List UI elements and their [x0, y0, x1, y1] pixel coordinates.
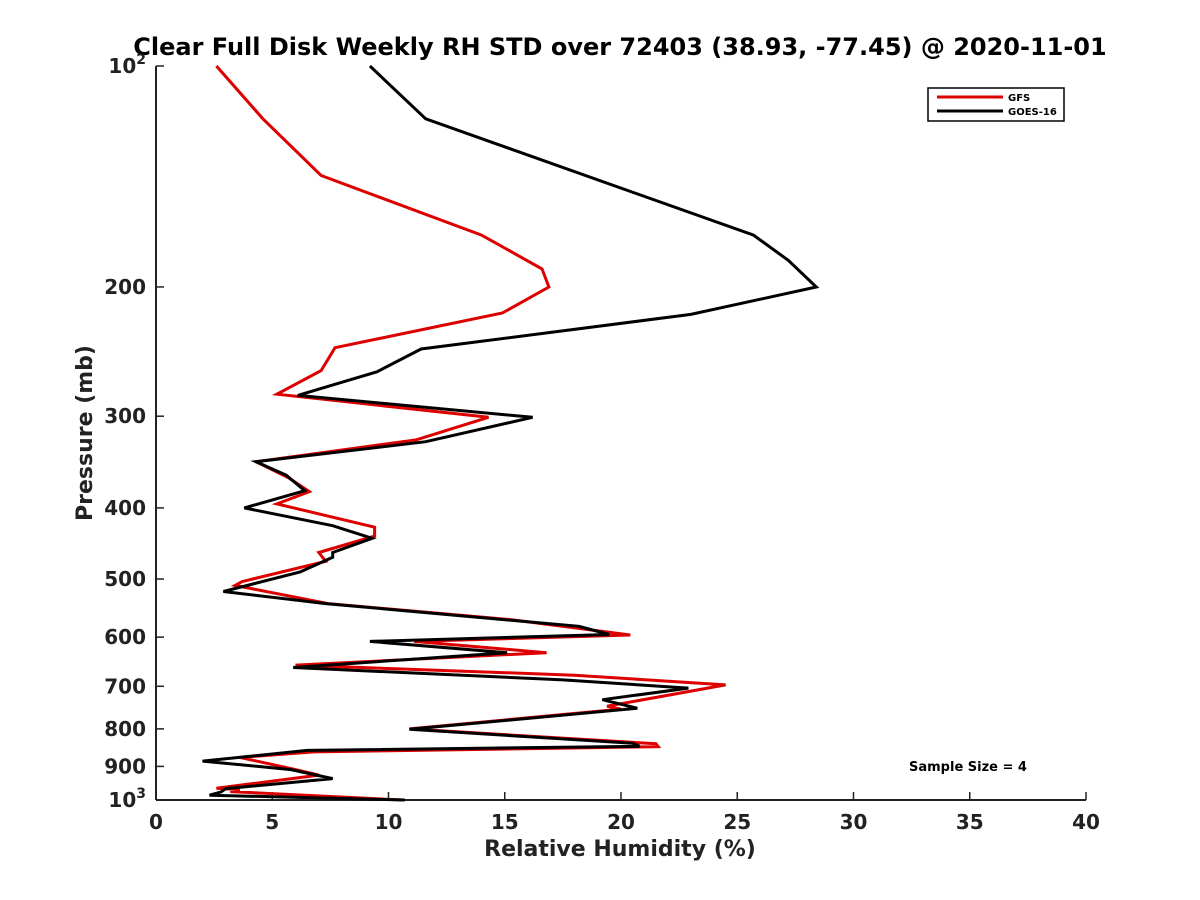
y-tick-label: 500 [104, 567, 146, 591]
x-tick-label: 0 [149, 810, 163, 834]
x-tick-label: 40 [1072, 810, 1100, 834]
x-ticks: 0 5 10 15 20 25 30 35 40 [149, 792, 1100, 834]
y-ticks: 102 200 300 400 500 600 700 800 900 103 [104, 52, 164, 812]
x-tick-label: 10 [375, 810, 403, 834]
x-axis-label: Relative Humidity (%) [484, 837, 756, 862]
y-tick-label: 900 [104, 754, 146, 778]
y-axis-label: Pressure (mb) [73, 345, 98, 521]
legend-label-goes16: GOES-16 [1008, 107, 1057, 118]
y-tick-label: 102 [108, 52, 146, 78]
series-line-gfs [215, 65, 726, 802]
y-tick-label: 400 [104, 496, 146, 520]
y-tick-label: 600 [104, 625, 146, 649]
chart-title: Clear Full Disk Weekly RH STD over 72403… [133, 33, 1106, 61]
legend-box [927, 87, 1065, 122]
y-tick-label: 200 [104, 275, 146, 299]
x-tick-label: 20 [607, 810, 635, 834]
x-tick-label: 30 [840, 810, 868, 834]
legend: GFS GOES-16 [927, 87, 1065, 122]
y-tick-label: 103 [108, 786, 146, 812]
series-lines [202, 64, 820, 802]
x-tick-label: 35 [956, 810, 984, 834]
y-tick-label: 700 [104, 674, 146, 698]
x-tick-label: 25 [723, 810, 751, 834]
x-tick-label: 15 [491, 810, 519, 834]
y-tick-label: 300 [104, 404, 146, 428]
sample-size-annotation: Sample Size = 4 [909, 760, 1027, 775]
legend-label-gfs: GFS [1008, 93, 1030, 104]
y-tick-label: 800 [104, 717, 146, 741]
plot-area: 0 5 10 15 20 25 30 35 40 102 200 300 400 500 600 700 80… [104, 52, 1100, 834]
series-line-goes16 [202, 64, 820, 802]
x-tick-label: 5 [265, 810, 279, 834]
